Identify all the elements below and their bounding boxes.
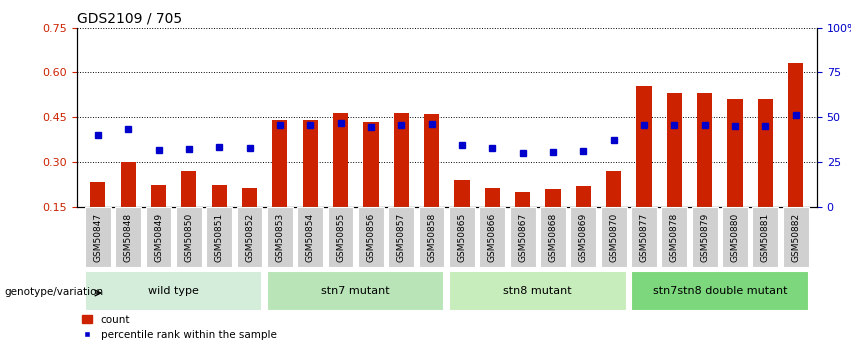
Bar bbox=[783, 207, 808, 267]
Bar bbox=[692, 207, 717, 267]
Bar bbox=[85, 271, 262, 310]
Text: GSM50850: GSM50850 bbox=[185, 213, 193, 262]
Bar bbox=[151, 185, 166, 207]
Bar bbox=[631, 207, 657, 267]
Bar bbox=[728, 99, 743, 207]
Bar bbox=[788, 63, 803, 207]
Bar bbox=[449, 271, 626, 310]
Bar bbox=[146, 207, 171, 267]
Text: GSM50856: GSM50856 bbox=[367, 213, 375, 262]
Bar bbox=[479, 207, 505, 267]
Text: GSM50869: GSM50869 bbox=[579, 213, 588, 262]
Bar bbox=[485, 188, 500, 207]
Text: GSM50852: GSM50852 bbox=[245, 213, 254, 262]
Bar bbox=[115, 207, 141, 267]
Bar bbox=[510, 207, 535, 267]
Text: GSM50865: GSM50865 bbox=[458, 213, 466, 262]
Text: GSM50851: GSM50851 bbox=[214, 213, 224, 262]
Bar bbox=[606, 171, 621, 207]
Bar bbox=[267, 207, 293, 267]
Text: GSM50866: GSM50866 bbox=[488, 213, 497, 262]
Bar bbox=[121, 162, 136, 207]
Text: GSM50854: GSM50854 bbox=[306, 213, 315, 262]
Legend: count, percentile rank within the sample: count, percentile rank within the sample bbox=[82, 315, 277, 340]
Text: GSM50847: GSM50847 bbox=[94, 213, 102, 262]
Bar bbox=[424, 114, 439, 207]
Text: GSM50848: GSM50848 bbox=[123, 213, 133, 262]
Bar bbox=[303, 120, 317, 207]
Bar bbox=[206, 207, 232, 267]
Bar bbox=[363, 122, 379, 207]
Text: GSM50877: GSM50877 bbox=[639, 213, 648, 262]
Bar bbox=[181, 171, 197, 207]
Bar bbox=[237, 207, 262, 267]
Text: GSM50853: GSM50853 bbox=[276, 213, 284, 262]
Bar bbox=[328, 207, 353, 267]
Text: GSM50878: GSM50878 bbox=[670, 213, 679, 262]
Text: GSM50858: GSM50858 bbox=[427, 213, 436, 262]
Text: stn8 mutant: stn8 mutant bbox=[504, 286, 572, 296]
Text: GSM50867: GSM50867 bbox=[518, 213, 527, 262]
Text: GSM50868: GSM50868 bbox=[549, 213, 557, 262]
Text: GDS2109 / 705: GDS2109 / 705 bbox=[77, 11, 182, 25]
Bar bbox=[85, 207, 111, 267]
Bar bbox=[454, 180, 470, 207]
Bar bbox=[176, 207, 202, 267]
Bar bbox=[267, 271, 444, 310]
Text: GSM50881: GSM50881 bbox=[761, 213, 770, 262]
Bar bbox=[449, 207, 475, 267]
Text: genotype/variation: genotype/variation bbox=[4, 287, 103, 296]
Bar bbox=[515, 192, 530, 207]
Bar bbox=[757, 99, 773, 207]
Text: GSM50857: GSM50857 bbox=[397, 213, 406, 262]
Text: stn7stn8 double mutant: stn7stn8 double mutant bbox=[653, 286, 787, 296]
Bar bbox=[631, 271, 808, 310]
Bar bbox=[667, 93, 682, 207]
Bar bbox=[212, 185, 226, 207]
Bar bbox=[272, 120, 288, 207]
Bar bbox=[661, 207, 688, 267]
Bar bbox=[601, 207, 626, 267]
Bar bbox=[545, 189, 561, 207]
Bar bbox=[637, 86, 652, 207]
Bar bbox=[722, 207, 748, 267]
Bar bbox=[242, 188, 257, 207]
Text: GSM50880: GSM50880 bbox=[730, 213, 740, 262]
Text: GSM50879: GSM50879 bbox=[700, 213, 709, 262]
Bar bbox=[752, 207, 779, 267]
Bar bbox=[394, 113, 408, 207]
Text: stn7 mutant: stn7 mutant bbox=[322, 286, 390, 296]
Text: GSM50849: GSM50849 bbox=[154, 213, 163, 262]
Text: GSM50855: GSM50855 bbox=[336, 213, 345, 262]
Bar bbox=[540, 207, 566, 267]
Bar bbox=[697, 93, 712, 207]
Bar bbox=[333, 113, 348, 207]
Bar bbox=[297, 207, 323, 267]
Bar bbox=[570, 207, 597, 267]
Bar bbox=[358, 207, 384, 267]
Bar bbox=[576, 186, 591, 207]
Bar bbox=[90, 181, 106, 207]
Text: GSM50870: GSM50870 bbox=[609, 213, 618, 262]
Text: GSM50882: GSM50882 bbox=[791, 213, 800, 262]
Text: wild type: wild type bbox=[148, 286, 199, 296]
Bar bbox=[388, 207, 414, 267]
Bar bbox=[419, 207, 444, 267]
